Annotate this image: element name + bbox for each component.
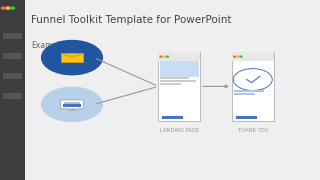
Circle shape [233,69,272,91]
FancyBboxPatch shape [158,52,200,61]
FancyBboxPatch shape [3,53,22,59]
FancyBboxPatch shape [61,53,83,62]
FancyBboxPatch shape [3,73,22,79]
FancyBboxPatch shape [160,83,181,85]
FancyBboxPatch shape [64,102,80,104]
FancyBboxPatch shape [160,80,196,82]
FancyBboxPatch shape [25,0,320,180]
FancyBboxPatch shape [0,0,25,180]
FancyBboxPatch shape [232,52,274,61]
FancyBboxPatch shape [232,52,274,121]
FancyBboxPatch shape [3,33,22,39]
FancyBboxPatch shape [3,93,22,99]
FancyBboxPatch shape [61,100,83,109]
Circle shape [160,56,162,57]
FancyBboxPatch shape [236,116,257,119]
Text: Funnel Toolkit Template for PowerPoint: Funnel Toolkit Template for PowerPoint [31,15,232,25]
Text: LANDING PAGE: LANDING PAGE [160,128,199,133]
Circle shape [234,56,236,57]
FancyBboxPatch shape [234,90,264,92]
Circle shape [240,56,242,57]
FancyBboxPatch shape [160,77,189,79]
Circle shape [163,56,165,57]
Circle shape [42,40,102,75]
FancyBboxPatch shape [63,104,81,107]
FancyBboxPatch shape [234,93,255,95]
Circle shape [11,7,15,9]
FancyBboxPatch shape [160,61,199,77]
Circle shape [1,7,5,9]
Circle shape [166,56,168,57]
Circle shape [42,87,102,122]
FancyBboxPatch shape [158,52,200,121]
Circle shape [6,7,10,9]
Text: THANK YOU: THANK YOU [237,128,268,133]
FancyBboxPatch shape [162,116,183,119]
Text: Example: Example [31,41,65,50]
Circle shape [237,56,239,57]
